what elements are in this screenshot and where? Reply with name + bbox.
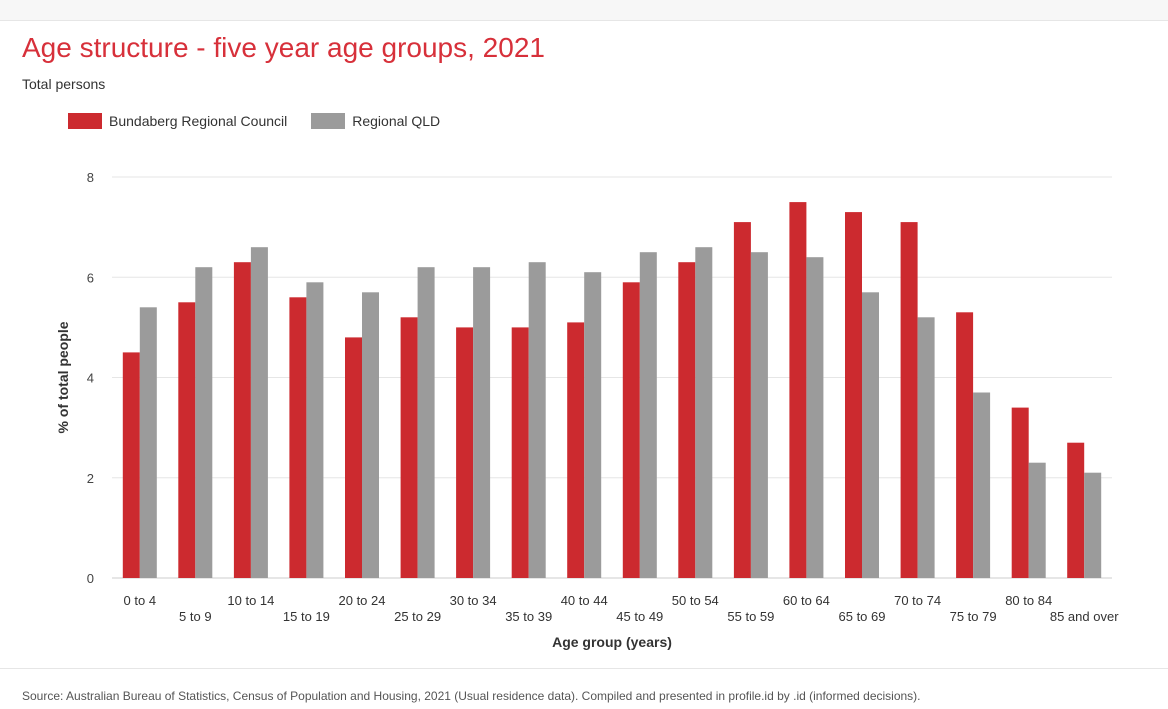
bar-regional-qld[interactable] [806, 257, 824, 578]
y-axis-label: % of total people [55, 321, 71, 433]
x-tick-label: 65 to 69 [839, 609, 886, 624]
x-tick-label: 15 to 19 [283, 609, 330, 624]
legend-label-regional-qld: Regional QLD [352, 113, 441, 129]
bar-bundaberg[interactable] [456, 327, 474, 578]
bar-regional-qld[interactable] [584, 272, 602, 578]
y-tick-label: 4 [87, 371, 94, 386]
x-tick-label: 30 to 34 [450, 593, 497, 608]
footer-divider [0, 668, 1168, 669]
bar-bundaberg[interactable] [733, 222, 751, 578]
bar-regional-qld[interactable] [528, 262, 546, 578]
bar-bundaberg[interactable] [845, 212, 862, 578]
top-bar [0, 0, 1168, 21]
bar-bundaberg[interactable] [511, 327, 529, 578]
bar-bundaberg[interactable] [900, 222, 918, 578]
x-tick-label: 0 to 4 [124, 593, 157, 608]
bar-bundaberg[interactable] [1011, 407, 1029, 578]
bar-regional-qld[interactable] [862, 292, 879, 578]
bar-bundaberg[interactable] [289, 297, 307, 578]
x-axis-label: Age group (years) [552, 634, 672, 650]
legend-swatch-bundaberg [68, 113, 102, 129]
bar-bundaberg[interactable] [622, 282, 640, 578]
bar-bundaberg[interactable] [956, 312, 974, 578]
bar-regional-qld[interactable] [695, 247, 713, 578]
legend-item-regional-qld[interactable]: Regional QLD [311, 113, 440, 129]
x-tick-label: 85 and over [1050, 609, 1119, 624]
bar-regional-qld[interactable] [973, 392, 991, 579]
bar-bundaberg[interactable] [178, 302, 196, 578]
bar-regional-qld[interactable] [250, 247, 268, 578]
source-note: Source: Australian Bureau of Statistics,… [22, 689, 921, 703]
gridlines [112, 176, 1112, 579]
bar-regional-qld[interactable] [306, 282, 324, 578]
x-tick-label: 55 to 59 [727, 609, 774, 624]
bar-regional-qld[interactable] [917, 317, 935, 578]
x-tick-label: 75 to 79 [950, 609, 997, 624]
bar-regional-qld[interactable] [750, 252, 768, 578]
x-tick-label: 40 to 44 [561, 593, 608, 608]
y-tick-label: 6 [87, 270, 94, 285]
chart-title: Age structure - five year age groups, 20… [22, 32, 545, 63]
bar-regional-qld[interactable] [195, 267, 213, 578]
bar-regional-qld[interactable] [1084, 472, 1102, 578]
bar-regional-qld[interactable] [473, 267, 491, 578]
legend-label-bundaberg: Bundaberg Regional Council [109, 113, 288, 129]
bar-regional-qld[interactable] [362, 292, 379, 578]
x-tick-label: 10 to 14 [227, 593, 274, 608]
x-tick-label: 45 to 49 [616, 609, 663, 624]
x-tick-label: 20 to 24 [339, 593, 386, 608]
y-tick-label: 0 [87, 571, 94, 586]
bar-bundaberg[interactable] [1067, 442, 1085, 578]
bar-regional-qld[interactable] [417, 267, 435, 578]
x-tick-label: 50 to 54 [672, 593, 719, 608]
bar-bundaberg[interactable] [345, 337, 362, 578]
bar-bundaberg[interactable] [678, 262, 696, 578]
bar-bundaberg[interactable] [233, 262, 251, 578]
x-tick-label: 60 to 64 [783, 593, 830, 608]
y-tick-labels: 0 2 4 6 8 [87, 170, 94, 586]
bar-bundaberg[interactable] [122, 352, 140, 578]
bars [122, 202, 1102, 579]
x-tick-label: 25 to 29 [394, 609, 441, 624]
y-tick-label: 8 [87, 170, 94, 185]
x-tick-label: 80 to 84 [1005, 593, 1052, 608]
bar-bundaberg[interactable] [567, 322, 585, 578]
x-tick-label: 70 to 74 [894, 593, 941, 608]
legend-item-bundaberg[interactable]: Bundaberg Regional Council [68, 113, 287, 129]
x-tick-label: 5 to 9 [179, 609, 212, 624]
chart-subtitle: Total persons [22, 76, 106, 92]
bar-bundaberg[interactable] [789, 202, 807, 578]
age-structure-bar-chart: 0 2 4 6 8 0 to 4 5 to 9 10 to 14 15 to 19 20 to … [55, 170, 1120, 650]
bar-bundaberg[interactable] [400, 317, 418, 578]
x-tick-label: 35 to 39 [505, 609, 552, 624]
y-tick-label: 2 [87, 471, 94, 486]
bar-regional-qld[interactable] [639, 252, 657, 578]
legend-swatch-regional-qld [311, 113, 346, 129]
bar-regional-qld[interactable] [1028, 462, 1046, 578]
x-tick-labels: 0 to 4 5 to 9 10 to 14 15 to 19 20 to 24 25 t… [124, 593, 1120, 624]
chart-legend: Bundaberg Regional Council Regional QLD [68, 113, 464, 129]
bar-regional-qld[interactable] [139, 307, 157, 578]
